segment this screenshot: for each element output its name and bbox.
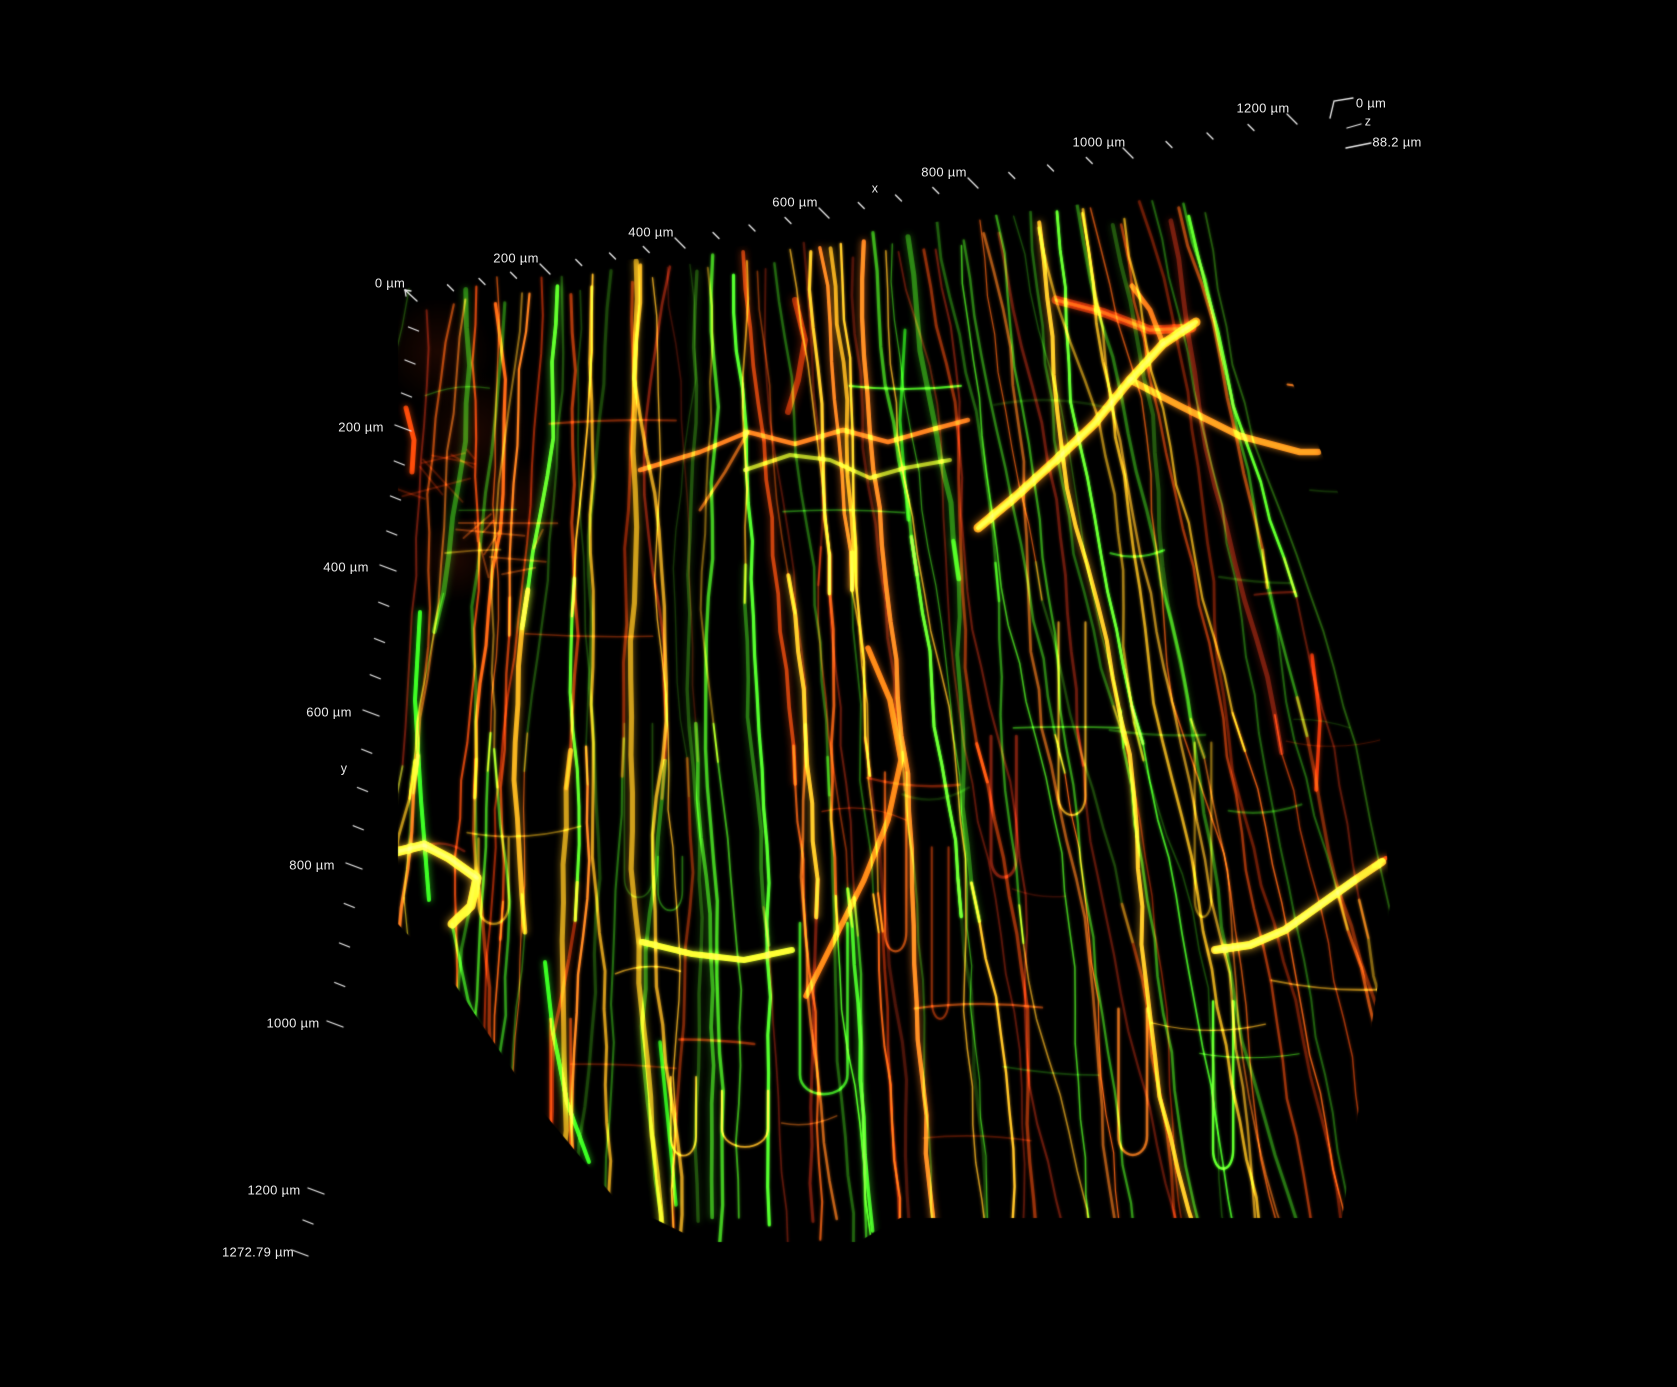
y-axis-tick-label-200: 200 µm xyxy=(338,419,384,435)
y-axis-tick-label-400: 400 µm xyxy=(323,559,369,575)
y-axis-title: y xyxy=(340,761,348,776)
x-axis-tick-label-200: 200 µm xyxy=(493,250,539,266)
z-axis-tick-label-max: 88.2 µm xyxy=(1372,134,1422,150)
x-axis-tick-label-600: 600 µm xyxy=(772,194,818,210)
x-axis-tick-label-400: 400 µm xyxy=(628,224,674,240)
x-axis-title: x xyxy=(871,181,879,196)
y-axis-tick-label-1000: 1000 µm xyxy=(266,1015,320,1031)
x-axis-tick-label-800: 800 µm xyxy=(921,164,967,180)
z-axis-title: z xyxy=(1364,114,1372,129)
y-axis-tick-label-max: 1272.79 µm xyxy=(222,1244,294,1260)
y-axis-tick-label-800: 800 µm xyxy=(289,857,335,873)
y-axis-tick-label-1200: 1200 µm xyxy=(247,1182,301,1198)
y-axis-tick-label-600: 600 µm xyxy=(306,704,352,720)
x-axis-tick-label-1000: 1000 µm xyxy=(1072,134,1126,150)
x-axis-tick-label-1200: 1200 µm xyxy=(1236,100,1290,116)
x-axis-tick-label-0: 0 µm xyxy=(374,275,406,291)
z-axis-tick-label-0: 0 µm xyxy=(1355,95,1387,111)
